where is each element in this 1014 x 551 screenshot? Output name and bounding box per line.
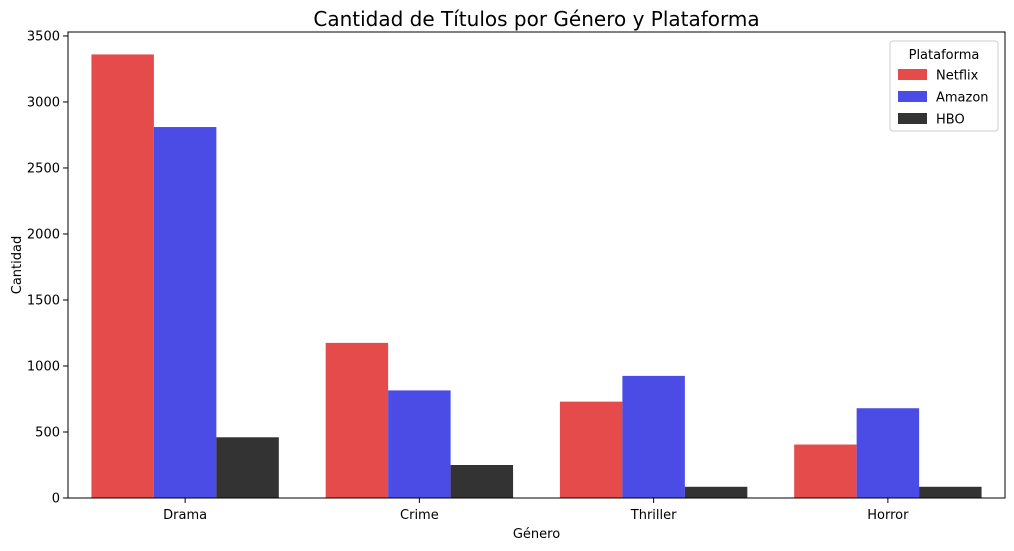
- bar-netflix-thriller: [559, 401, 623, 498]
- bar-hbo-thriller: [684, 486, 748, 498]
- chart-title: Cantidad de Títulos por Género y Platafo…: [313, 7, 759, 31]
- x-axis: Drama Crime Thriller Horror: [163, 498, 909, 523]
- bar-amazon-drama: [153, 127, 217, 498]
- x-tick-label-horror: Horror: [867, 508, 909, 523]
- bars-layer: [91, 54, 982, 498]
- x-axis-label: Género: [513, 527, 560, 542]
- y-tick-label: 500: [35, 425, 60, 440]
- y-axis: 0 500 1000 1500 2000 2500 3000 3500: [27, 29, 68, 507]
- bar-amazon-thriller: [622, 375, 685, 498]
- bar-hbo-crime: [450, 464, 514, 498]
- y-tick-label: 0: [52, 492, 60, 507]
- legend-swatch-netflix: [898, 69, 927, 80]
- y-tick-label: 3000: [27, 95, 60, 110]
- y-tick-label: 2500: [27, 161, 60, 176]
- y-tick-label: 2000: [27, 227, 60, 242]
- bar-hbo-horror: [919, 486, 982, 498]
- x-tick-label-thriller: Thriller: [630, 508, 677, 523]
- legend: Plataforma Netflix Amazon HBO: [889, 40, 999, 132]
- bar-netflix-crime: [325, 342, 389, 498]
- bar-amazon-horror: [856, 408, 920, 498]
- y-tick-label: 3500: [27, 29, 60, 44]
- bar-amazon-crime: [388, 390, 451, 498]
- y-tick-label: 1000: [27, 359, 60, 374]
- x-tick-label-crime: Crime: [400, 508, 439, 523]
- legend-label-netflix: Netflix: [936, 69, 979, 84]
- bar-hbo-drama: [216, 437, 279, 498]
- legend-swatch-amazon: [898, 91, 927, 102]
- legend-label-hbo: HBO: [936, 113, 965, 128]
- bar-netflix-drama: [91, 54, 154, 498]
- legend-box: [889, 40, 999, 132]
- legend-items: Netflix Amazon HBO: [898, 69, 989, 128]
- legend-title: Plataforma: [909, 48, 980, 63]
- bar-netflix-horror: [794, 444, 857, 498]
- plot-frame: [67, 31, 1006, 499]
- y-axis-label: Cantidad: [10, 236, 25, 294]
- y-tick-label: 1500: [27, 293, 60, 308]
- legend-label-amazon: Amazon: [936, 91, 989, 106]
- legend-swatch-hbo: [898, 113, 927, 124]
- x-tick-label-drama: Drama: [163, 508, 207, 523]
